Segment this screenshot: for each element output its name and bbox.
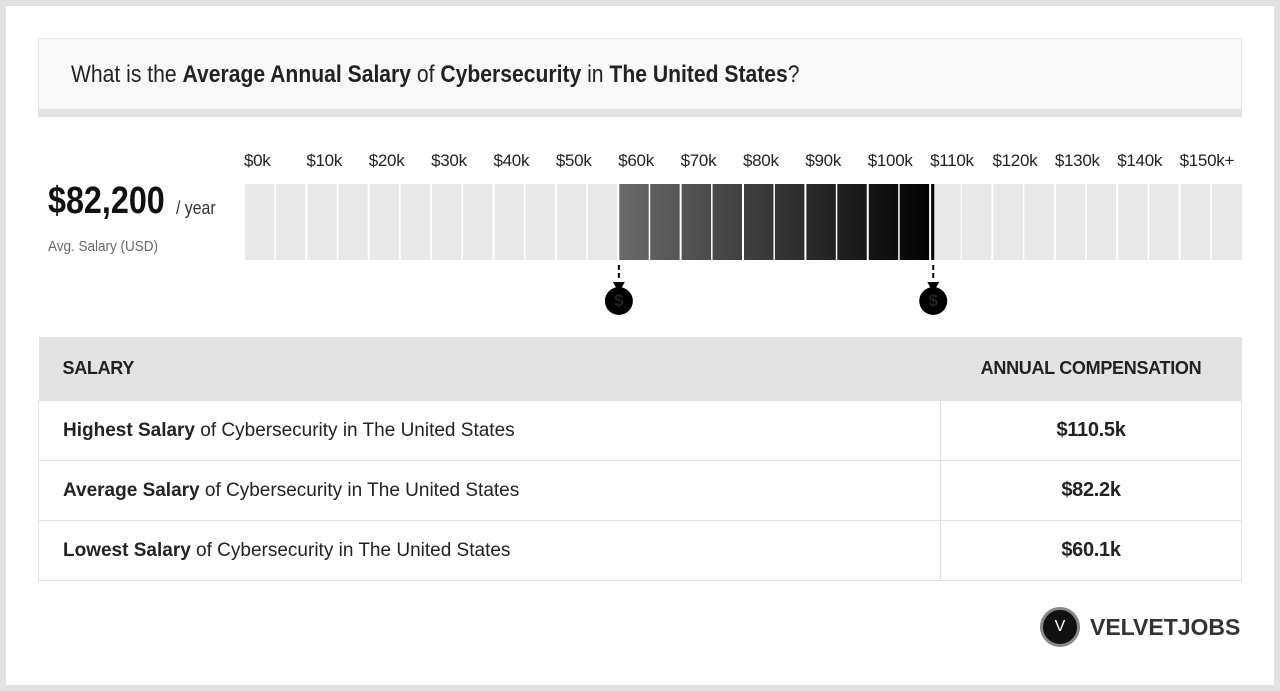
scale-label: $10k — [306, 151, 342, 170]
row-label: Highest Salary of Cybersecurity in The U… — [38, 400, 941, 461]
row-value: $110.5k — [940, 400, 1242, 461]
salary-range — [618, 184, 934, 260]
table-row: Average Salary of Cybersecurity in The U… — [38, 460, 1242, 521]
salary-marker: $ — [919, 265, 948, 315]
marker-symbol: $ — [614, 291, 624, 310]
title-part: The United States — [609, 61, 788, 88]
row-label: Average Salary of Cybersecurity in The U… — [38, 460, 941, 521]
title-part: Cybersecurity — [440, 61, 582, 88]
title-part: Average Annual Salary — [182, 61, 412, 88]
marker-bag — [919, 287, 948, 315]
salary-caption: Avg. Salary (USD) — [48, 238, 159, 255]
column-header: ANNUAL COMPENSATION — [940, 337, 1242, 401]
column-header: SALARY — [38, 337, 941, 401]
scale-label: $120k — [993, 151, 1039, 170]
title-part: in — [581, 61, 610, 88]
row-label-bold: Average Salary — [63, 479, 200, 501]
scale-label: $130k — [1055, 151, 1101, 170]
row-value: $82.2k — [940, 460, 1242, 521]
scale-label: $140k — [1117, 151, 1163, 170]
scale-label: $110k — [930, 151, 974, 170]
row-label-rest: of Cybersecurity in The United States — [195, 419, 515, 441]
salary-unit: / year — [176, 198, 216, 218]
row-label-bold: Lowest Salary — [63, 539, 191, 561]
scale-label: $90k — [805, 151, 841, 170]
row-label-rest: of Cybersecurity in The United States — [199, 479, 520, 501]
row-label-rest: of Cybersecurity in The United States — [190, 539, 511, 561]
table-row: Highest Salary of Cybersecurity in The U… — [38, 400, 1242, 461]
scale-label: $40k — [494, 151, 530, 170]
marker-bag — [604, 287, 633, 315]
row-value: $60.1k — [940, 520, 1242, 581]
scale-label: $60k — [618, 151, 654, 170]
salary-marker: $ — [604, 265, 633, 315]
scale-label: $80k — [743, 151, 779, 170]
scale-label: $150k+ — [1180, 151, 1235, 170]
salary-amount: $82,200 — [48, 180, 165, 222]
scale-label: $20k — [369, 151, 405, 170]
scale-label: $100k — [868, 151, 914, 170]
salary-table: SALARY ANNUAL COMPENSATION Highest Salar… — [38, 337, 1242, 581]
header: What is the Average Annual Salary of Cyb… — [38, 38, 1242, 117]
row-label: Lowest Salary of Cybersecurity in The Un… — [38, 520, 941, 581]
scale-label: $0k — [244, 151, 271, 170]
marker-knot — [612, 282, 625, 289]
logo-mark: V — [1040, 607, 1080, 647]
scale-label: $30k — [431, 151, 467, 170]
salary-scale: $0k $10k $20k $30k $40k $50k $60k $70k $80k $90k $… — [243, 151, 1242, 315]
marker-symbol: $ — [929, 291, 939, 310]
logo-name: VELVETJOBS — [1090, 613, 1241, 640]
title: What is the Average Annual Salary of Cyb… — [71, 61, 800, 89]
marker-knot — [927, 282, 940, 289]
logo: V VELVETJOBS — [1040, 607, 1240, 647]
scale-label: $50k — [556, 151, 592, 170]
table-row: Lowest Salary of Cybersecurity in The Un… — [38, 520, 1242, 581]
title-part: What is the — [71, 61, 183, 88]
title-part: of — [411, 61, 441, 88]
scale-label: $70k — [681, 151, 717, 170]
title-part: ? — [787, 61, 800, 88]
row-label-bold: Highest Salary — [63, 419, 195, 441]
table-header: SALARY ANNUAL COMPENSATION — [38, 337, 1242, 401]
